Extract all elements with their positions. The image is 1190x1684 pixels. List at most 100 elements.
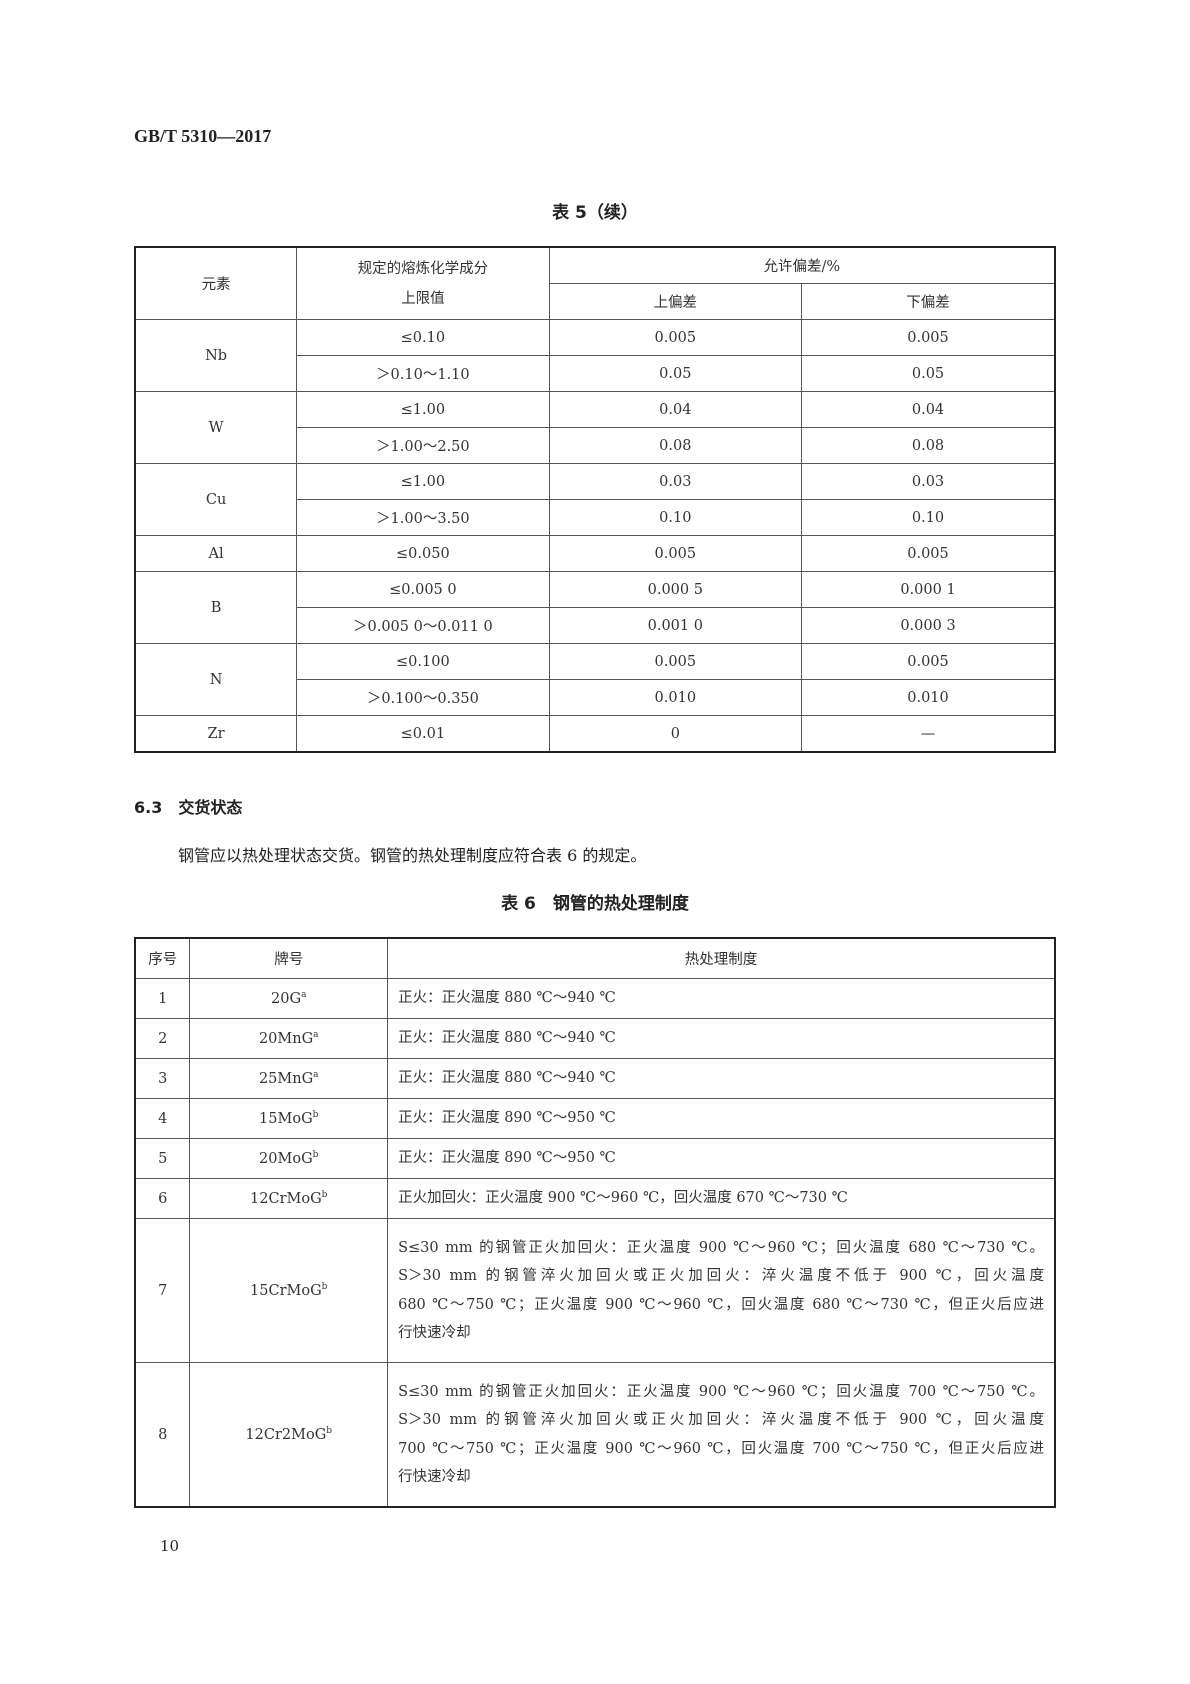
treatment-line: S≤30 mm 的钢管正火加回火：正火温度 900 ℃～960 ℃；回火温度 6… xyxy=(398,1239,1044,1256)
element-cell: Al xyxy=(134,535,298,572)
table6-title: 表 6 钢管的热处理制度 xyxy=(501,894,689,914)
lower-cell: 0.05 xyxy=(801,355,1056,392)
treatment-line: S＞30 mm 的钢管淬火加回火或正火加回火：淬火温度不低于 900 ℃，回火温… xyxy=(398,1268,1044,1284)
element-cell: Zr xyxy=(134,715,298,753)
section-title: 交货状态 xyxy=(178,798,243,817)
footnote-mark: b xyxy=(312,1150,319,1161)
treatment-line: 正火：正火温度 880 ℃～940 ℃ xyxy=(398,1070,616,1087)
footnote-mark: b xyxy=(321,1190,328,1201)
table-row: Al ≤0.050 0.005 0.005 xyxy=(134,535,1056,572)
limit-cell: ≤0.005 0 xyxy=(296,571,550,608)
table-row: 8 12Cr2MoGb S≤30 mm 的钢管正火加回火：正火温度 900 ℃～96… xyxy=(134,1362,1056,1508)
footnote-mark: b xyxy=(321,1282,328,1293)
grade-name: 20MnG xyxy=(258,1030,314,1047)
header-limit-line1: 规定的熔炼化学成分 xyxy=(357,260,489,277)
grade-name: 12Cr2MoG xyxy=(245,1426,327,1443)
section-paragraph: 钢管应以热处理状态交货。钢管的热处理制度应符合表 6 的规定。 xyxy=(178,846,647,865)
lower-cell: — xyxy=(801,715,1056,753)
header-grade: 牌号 xyxy=(189,937,389,979)
grade-name: 15MoG xyxy=(259,1110,313,1127)
footnote-mark: a xyxy=(313,1030,319,1041)
no-cell: 6 xyxy=(134,1178,191,1219)
header-limit-line2: 上限值 xyxy=(401,290,445,307)
section-heading: 6.3 交货状态 xyxy=(134,794,242,818)
header-no: 序号 xyxy=(134,937,191,979)
no-cell: 2 xyxy=(134,1018,191,1059)
table-row: 5 20MoGb 正火：正火温度 890 ℃～950 ℃ xyxy=(134,1138,1056,1179)
lower-cell: 0.10 xyxy=(801,499,1056,536)
element-cell: N xyxy=(134,643,298,716)
no-cell: 3 xyxy=(134,1058,191,1099)
treatment-cell: 正火：正火温度 890 ℃～950 ℃ xyxy=(387,1138,1056,1179)
treatment-line: 正火：正火温度 890 ℃～950 ℃ xyxy=(398,1110,616,1127)
table-row: B ≤0.005 0 0.000 5 0.000 1 xyxy=(134,571,1056,644)
element-cell: Nb xyxy=(134,319,298,392)
grade-cell: 15CrMoGb xyxy=(189,1218,389,1363)
upper-cell: 0.10 xyxy=(548,499,803,536)
standard-number: GB/T 5310—2017 xyxy=(134,126,272,146)
treatment-line: 正火加回火：正火温度 900 ℃～960 ℃，回火温度 670 ℃～730 ℃ xyxy=(398,1190,848,1207)
grade-cell: 15MoGb xyxy=(189,1098,389,1139)
upper-cell: 0.05 xyxy=(548,355,803,392)
lower-cell: 0.000 1 xyxy=(801,571,1056,608)
lower-cell: 0.03 xyxy=(801,463,1056,500)
grade-cell: 12Cr2MoGb xyxy=(189,1362,389,1508)
limit-cell: ＞0.10～1.10 xyxy=(296,355,550,392)
section-number: 6.3 xyxy=(134,798,163,817)
treatment-line: S＞30 mm 的钢管淬火加回火或正火加回火：淬火温度不低于 900 ℃，回火温… xyxy=(398,1412,1044,1428)
upper-cell: 0.000 5 xyxy=(548,571,803,608)
page-number: 10 xyxy=(160,1537,180,1555)
upper-cell: 0.03 xyxy=(548,463,803,500)
table-row: ＞1.00～3.50 0.10 0.10 xyxy=(135,499,1056,536)
grade-cell: 12CrMoGb xyxy=(189,1178,389,1219)
lower-cell: 0.005 xyxy=(801,319,1056,356)
limit-cell: ≤1.00 xyxy=(296,391,550,428)
upper-cell: 0.005 xyxy=(548,319,803,356)
no-cell: 1 xyxy=(134,978,191,1019)
treatment-cell: 正火：正火温度 880 ℃～940 ℃ xyxy=(387,1018,1056,1059)
treatment-line: 行快速冷却 xyxy=(398,1325,471,1341)
table-row: 7 15CrMoGb S≤30 mm 的钢管正火加回火：正火温度 900 ℃～960… xyxy=(134,1218,1056,1363)
lower-cell: 0.04 xyxy=(801,391,1056,428)
table-row: ＞1.00～2.50 0.08 0.08 xyxy=(135,427,1056,464)
element-cell: Cu xyxy=(134,463,298,536)
element-cell: B xyxy=(134,571,298,644)
footnote-mark: b xyxy=(326,1426,333,1437)
limit-cell: ＞1.00～3.50 xyxy=(296,499,550,536)
header-element: 元素 xyxy=(134,246,298,320)
upper-cell: 0.010 xyxy=(548,679,803,716)
table-row: Nb ≤0.10 0.005 0.005 xyxy=(134,319,1056,392)
treatment-line: 正火：正火温度 890 ℃～950 ℃ xyxy=(398,1150,616,1167)
footnote-mark: a xyxy=(301,990,307,1001)
treatment-line: 行快速冷却 xyxy=(398,1469,471,1485)
no-cell: 4 xyxy=(134,1098,191,1139)
treatment-cell: 正火：正火温度 880 ℃～940 ℃ xyxy=(387,978,1056,1019)
header-tolerance: 允许偏差/% xyxy=(548,246,1056,284)
table-row: ＞0.10～1.10 0.05 0.05 xyxy=(135,355,1056,392)
table-row: ＞0.100～0.350 0.010 0.010 xyxy=(135,679,1056,716)
upper-cell: 0.005 xyxy=(548,535,803,572)
element-cell: W xyxy=(134,391,298,464)
no-cell: 8 xyxy=(134,1362,191,1508)
header-treatment: 热处理制度 xyxy=(387,937,1056,979)
table-row: ＞0.005 0～0.011 0 0.001 0 0.000 3 xyxy=(135,607,1056,644)
treatment-cell: S≤30 mm 的钢管正火加回火：正火温度 900 ℃～960 ℃；回火温度 7… xyxy=(387,1362,1056,1508)
footnote-mark: b xyxy=(312,1110,319,1121)
grade-name: 20MoG xyxy=(259,1150,313,1167)
upper-cell: 0.001 0 xyxy=(548,607,803,644)
grade-name: 20G xyxy=(271,990,302,1007)
treatment-cell: 正火加回火：正火温度 900 ℃～960 ℃，回火温度 670 ℃～730 ℃ xyxy=(387,1178,1056,1219)
upper-cell: 0.005 xyxy=(548,643,803,680)
treatment-cell: 正火：正火温度 880 ℃～940 ℃ xyxy=(387,1058,1056,1099)
lower-cell: 0.010 xyxy=(801,679,1056,716)
limit-cell: ≤0.100 xyxy=(296,643,550,680)
grade-name: 12CrMoG xyxy=(250,1190,322,1207)
footnote-mark: a xyxy=(313,1070,319,1081)
treatment-cell: 正火：正火温度 890 ℃～950 ℃ xyxy=(387,1098,1056,1139)
table-row: 1 20Ga 正火：正火温度 880 ℃～940 ℃ xyxy=(134,978,1056,1019)
no-cell: 7 xyxy=(134,1218,191,1363)
header-limit: 规定的熔炼化学成分 上限值 xyxy=(296,246,550,320)
limit-cell: ≤1.00 xyxy=(296,463,550,500)
table-row: Zr ≤0.01 0— xyxy=(134,715,1056,753)
